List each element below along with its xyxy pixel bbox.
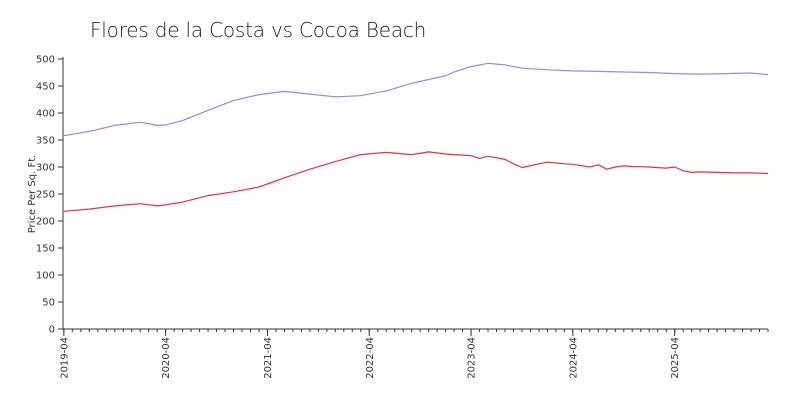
y-tick-label: 500 xyxy=(36,55,55,66)
series-line-2 xyxy=(63,151,769,212)
x-tick-label: 2021-04 xyxy=(263,337,274,379)
y-tick-label: 250 xyxy=(36,190,55,201)
y-tick-label: 100 xyxy=(36,271,55,282)
y-tick-label: 200 xyxy=(36,217,55,228)
y-tick-label: 0 xyxy=(49,325,55,336)
y-tick-label: 400 xyxy=(36,109,55,120)
x-tick-label: 2019-04 xyxy=(59,337,70,379)
y-tick-label: 50 xyxy=(42,298,55,309)
x-tick-label: 2020-04 xyxy=(161,337,172,379)
x-tick-label: 2024-04 xyxy=(568,337,579,379)
y-axis-label: Price Per Sq. Ft. xyxy=(27,155,38,234)
y-tick-label: 300 xyxy=(36,163,55,174)
x-tick-label: 2025-04 xyxy=(670,337,681,379)
series-layer xyxy=(63,62,769,212)
chart-title: Flores de la Costa vs Cocoa Beach xyxy=(90,18,427,42)
y-tick-label: 350 xyxy=(36,136,55,147)
x-tick-label: 2023-04 xyxy=(467,337,478,379)
axes: 0 50 100 150 200 250 300 350 400 450 500 2019-04 202… xyxy=(27,55,769,379)
series-line-1 xyxy=(63,62,769,137)
y-tick-label: 150 xyxy=(36,244,55,255)
x-tick-label: 2022-04 xyxy=(365,337,376,379)
y-tick-label: 450 xyxy=(36,82,55,93)
